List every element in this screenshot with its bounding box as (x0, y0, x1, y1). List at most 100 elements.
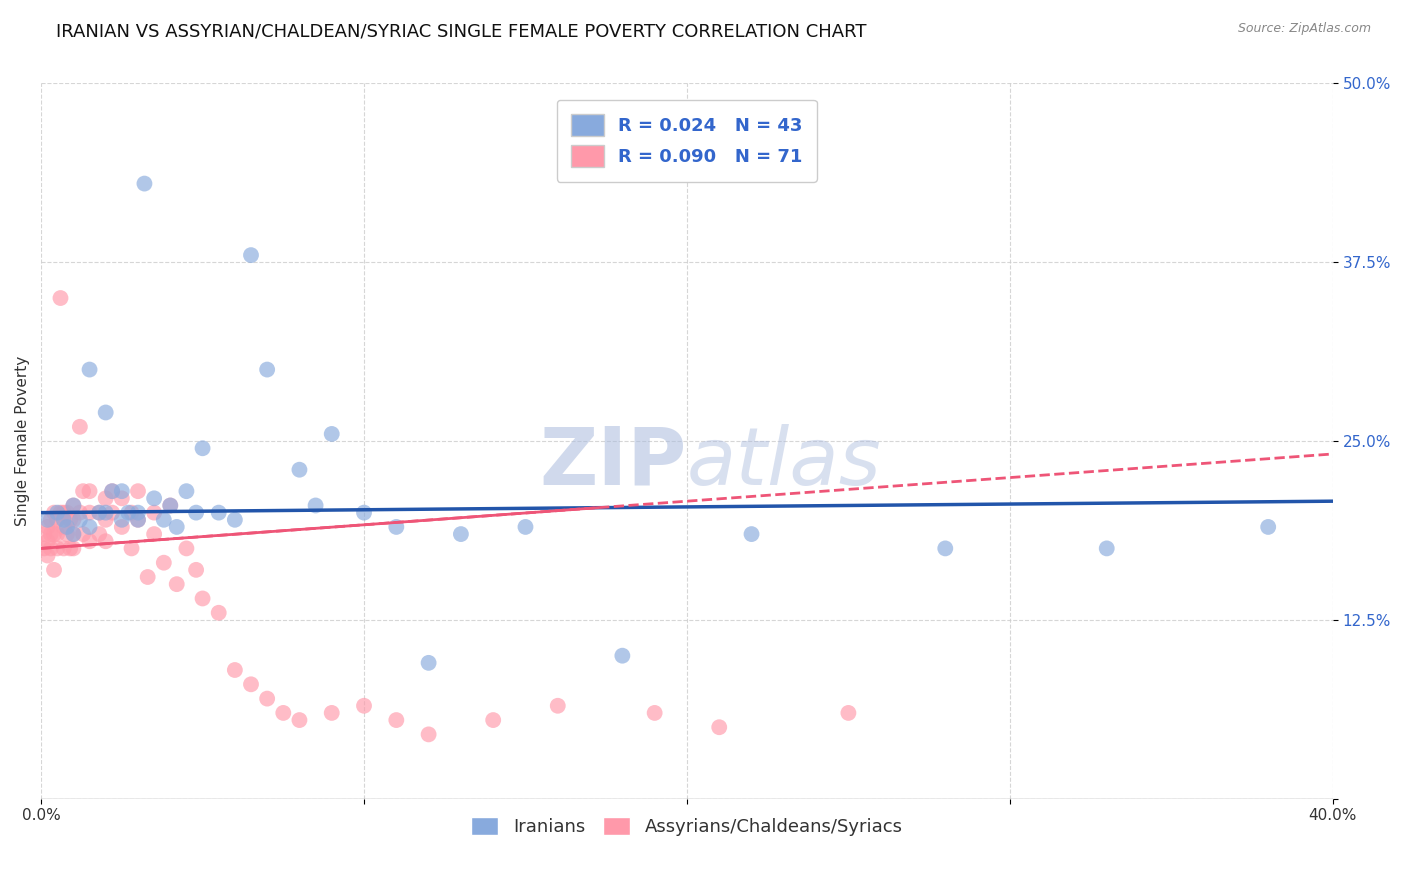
Point (224, 663, 246, 677)
Point (127, 513, 149, 527)
Point (143, 506, 166, 520)
Point (89, 506, 111, 520)
Point (450, 527, 472, 541)
Text: Source: ZipAtlas.com: Source: ZipAtlas.com (1237, 22, 1371, 36)
Point (34, 541, 56, 556)
Point (39, 541, 62, 556)
Point (121, 541, 143, 556)
Point (79, 484, 101, 499)
Point (127, 513, 149, 527)
Point (101, 484, 124, 499)
Point (256, 362, 278, 376)
Point (101, 484, 124, 499)
Point (79, 362, 101, 376)
Point (482, 713, 505, 727)
Point (56, 506, 79, 520)
Point (1095, 541, 1118, 556)
Point (79, 506, 101, 520)
Point (353, 698, 375, 713)
Point (72, 484, 94, 499)
Point (62, 527, 84, 541)
Point (111, 484, 134, 499)
Point (547, 698, 569, 713)
Point (288, 463, 311, 477)
Point (240, 248, 263, 262)
Text: IRANIAN VS ASSYRIAN/CHALDEAN/SYRIAC SINGLE FEMALE POVERTY CORRELATION CHART: IRANIAN VS ASSYRIAN/CHALDEAN/SYRIAC SING… (56, 22, 866, 40)
Point (69, 419, 91, 434)
Point (385, 713, 408, 727)
Point (52, 513, 75, 527)
Point (46, 506, 69, 520)
Point (224, 513, 246, 527)
Point (288, 713, 311, 727)
Point (934, 541, 956, 556)
Point (159, 499, 181, 513)
Point (153, 513, 176, 527)
Point (56, 527, 79, 541)
Point (176, 541, 198, 556)
Point (208, 606, 231, 620)
Point (353, 506, 375, 520)
Point (46, 513, 69, 527)
Point (240, 677, 263, 691)
Point (37, 520, 59, 534)
Point (121, 506, 143, 520)
Point (159, 499, 181, 513)
Point (176, 484, 198, 499)
Point (89, 527, 111, 541)
Point (143, 527, 166, 541)
Point (208, 506, 231, 520)
Point (111, 491, 134, 506)
Point (49, 506, 72, 520)
Point (385, 520, 408, 534)
Point (89, 506, 111, 520)
Point (256, 691, 278, 706)
Point (191, 591, 214, 606)
Point (321, 706, 343, 720)
Point (59, 541, 82, 556)
Point (143, 491, 166, 506)
Point (52, 520, 75, 534)
Point (62, 513, 84, 527)
Point (37, 534, 59, 549)
Point (94, 534, 117, 549)
Point (56, 520, 79, 534)
Point (42, 506, 65, 520)
Point (111, 513, 134, 527)
Point (46, 527, 69, 541)
Point (515, 520, 537, 534)
Point (37, 513, 59, 527)
Point (166, 520, 188, 534)
Point (94, 491, 117, 506)
Point (191, 442, 214, 456)
Point (612, 648, 634, 663)
Point (94, 405, 117, 419)
Point (42, 527, 65, 541)
Point (127, 506, 149, 520)
Point (644, 706, 666, 720)
Point (69, 513, 91, 527)
Point (136, 570, 159, 584)
Point (111, 520, 134, 534)
Y-axis label: Single Female Poverty: Single Female Poverty (15, 356, 30, 526)
Point (709, 720, 731, 734)
Point (321, 426, 343, 441)
Point (741, 527, 763, 541)
Point (837, 706, 859, 720)
Point (117, 506, 139, 520)
Point (72, 527, 94, 541)
Point (39, 513, 62, 527)
Text: atlas: atlas (688, 424, 882, 501)
Point (34, 527, 56, 541)
Point (52, 506, 75, 520)
Point (94, 513, 117, 527)
Point (46, 541, 69, 556)
Point (52, 541, 75, 556)
Point (418, 727, 440, 741)
Point (62, 499, 84, 513)
Point (101, 506, 124, 520)
Point (304, 499, 326, 513)
Point (153, 556, 176, 570)
Point (127, 484, 149, 499)
Point (49, 291, 72, 305)
